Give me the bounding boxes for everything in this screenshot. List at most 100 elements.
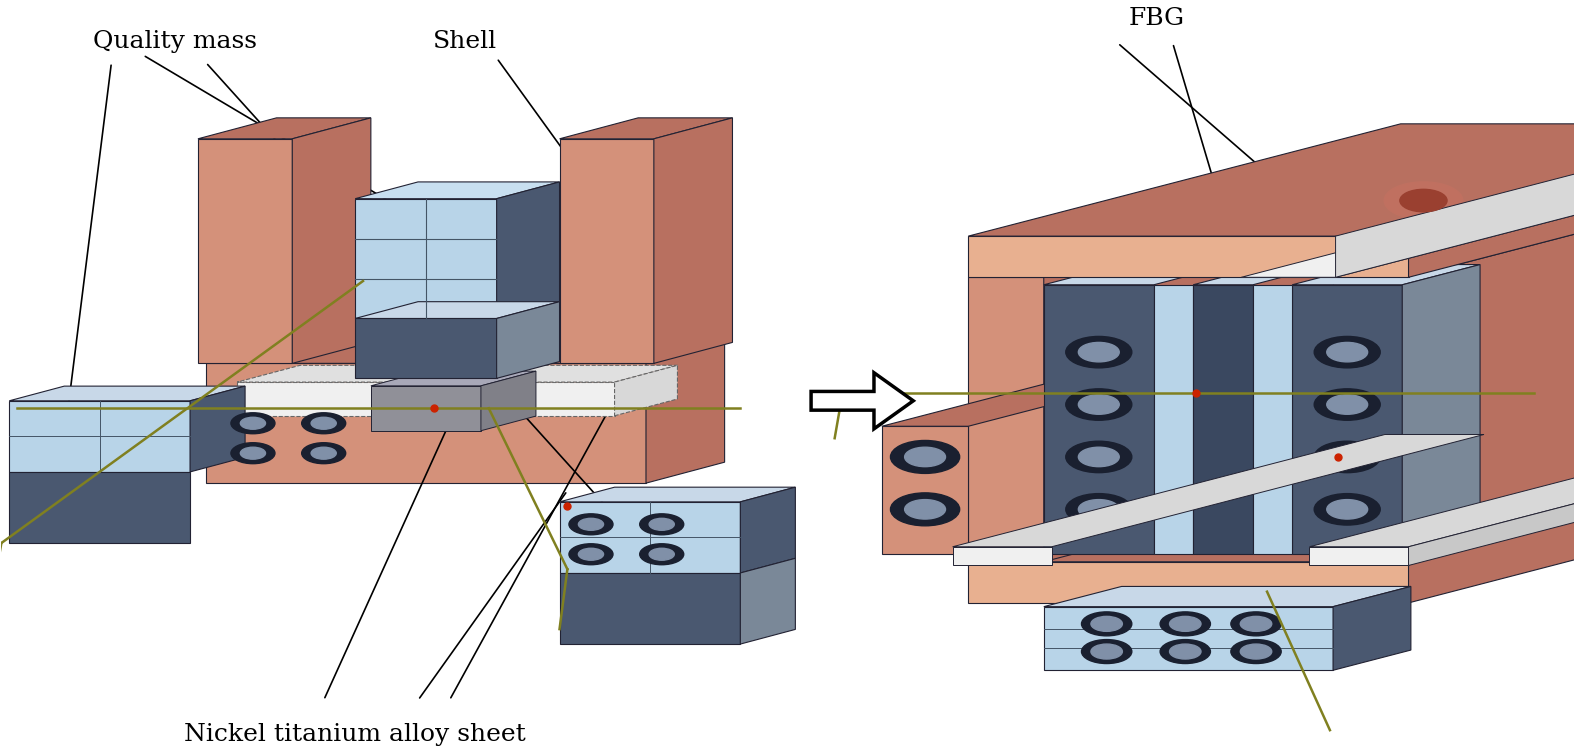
Polygon shape [1044, 607, 1332, 670]
Text: Nickel titanium alloy sheet: Nickel titanium alloy sheet [184, 722, 526, 746]
Polygon shape [740, 558, 795, 644]
Circle shape [1066, 441, 1132, 473]
Polygon shape [969, 124, 1575, 236]
Polygon shape [882, 314, 1400, 426]
Polygon shape [1292, 265, 1480, 285]
Polygon shape [969, 277, 1044, 562]
Circle shape [1079, 500, 1120, 519]
Circle shape [1240, 644, 1271, 659]
Polygon shape [9, 401, 191, 472]
Polygon shape [354, 199, 496, 318]
Polygon shape [953, 547, 1052, 566]
Circle shape [241, 447, 266, 459]
Polygon shape [1400, 165, 1575, 449]
Polygon shape [969, 165, 1476, 277]
Polygon shape [206, 363, 646, 483]
Polygon shape [238, 382, 614, 415]
Circle shape [890, 493, 959, 526]
Polygon shape [1332, 277, 1408, 562]
Polygon shape [354, 182, 559, 199]
Polygon shape [559, 487, 795, 502]
Polygon shape [496, 302, 559, 379]
Polygon shape [969, 449, 1575, 562]
Circle shape [1240, 616, 1271, 631]
Polygon shape [238, 366, 677, 382]
Polygon shape [1241, 165, 1575, 277]
Circle shape [578, 518, 603, 530]
Circle shape [649, 518, 674, 530]
Polygon shape [1402, 265, 1480, 554]
Circle shape [1161, 639, 1211, 664]
Circle shape [1314, 441, 1380, 473]
Circle shape [569, 544, 613, 565]
Circle shape [639, 513, 684, 535]
Polygon shape [1408, 165, 1575, 562]
Circle shape [1326, 500, 1367, 519]
Polygon shape [1336, 124, 1575, 277]
Circle shape [1161, 612, 1211, 636]
Circle shape [904, 500, 945, 519]
Polygon shape [198, 118, 370, 139]
Circle shape [1091, 644, 1123, 659]
Circle shape [1066, 336, 1132, 368]
Circle shape [312, 417, 337, 429]
Polygon shape [1309, 547, 1408, 566]
Polygon shape [882, 426, 969, 554]
Circle shape [1232, 639, 1280, 664]
Text: Shell: Shell [433, 29, 498, 53]
Polygon shape [559, 502, 740, 573]
Circle shape [1232, 612, 1280, 636]
Circle shape [1314, 494, 1380, 525]
Text: FBG: FBG [1129, 8, 1184, 30]
Polygon shape [1154, 285, 1194, 554]
Polygon shape [1252, 285, 1291, 554]
Polygon shape [1194, 265, 1331, 285]
Polygon shape [1408, 434, 1575, 566]
Circle shape [569, 513, 613, 535]
Circle shape [1400, 189, 1447, 212]
Circle shape [1079, 447, 1120, 467]
Circle shape [1170, 644, 1202, 659]
Polygon shape [191, 386, 246, 472]
Circle shape [232, 443, 276, 464]
Circle shape [1066, 389, 1132, 420]
Polygon shape [1332, 165, 1575, 277]
Circle shape [302, 443, 345, 464]
Polygon shape [480, 371, 536, 431]
Polygon shape [1332, 587, 1411, 670]
Circle shape [1384, 182, 1463, 219]
Polygon shape [496, 182, 559, 318]
Polygon shape [1044, 265, 1232, 285]
Polygon shape [559, 118, 732, 139]
Polygon shape [1044, 285, 1154, 554]
Circle shape [639, 544, 684, 565]
Circle shape [1082, 639, 1132, 664]
Circle shape [1314, 336, 1380, 368]
Polygon shape [9, 386, 246, 401]
Circle shape [1082, 612, 1132, 636]
Circle shape [1314, 389, 1380, 420]
Text: Quality mass: Quality mass [93, 29, 257, 53]
Polygon shape [953, 434, 1484, 547]
Circle shape [312, 447, 337, 459]
Polygon shape [198, 139, 293, 363]
Polygon shape [559, 573, 740, 644]
Circle shape [241, 417, 266, 429]
Polygon shape [1044, 165, 1476, 562]
Circle shape [232, 412, 276, 434]
Polygon shape [614, 366, 677, 415]
Circle shape [1091, 616, 1123, 631]
Circle shape [1079, 342, 1120, 362]
Polygon shape [1292, 285, 1402, 554]
Polygon shape [9, 472, 191, 543]
FancyArrow shape [811, 372, 913, 429]
Circle shape [890, 440, 959, 474]
Polygon shape [646, 342, 725, 483]
Circle shape [1066, 494, 1132, 525]
Polygon shape [1044, 587, 1411, 607]
Polygon shape [206, 342, 725, 363]
Polygon shape [969, 562, 1408, 603]
Polygon shape [1194, 285, 1252, 554]
Polygon shape [1309, 434, 1575, 547]
Circle shape [1326, 447, 1367, 467]
